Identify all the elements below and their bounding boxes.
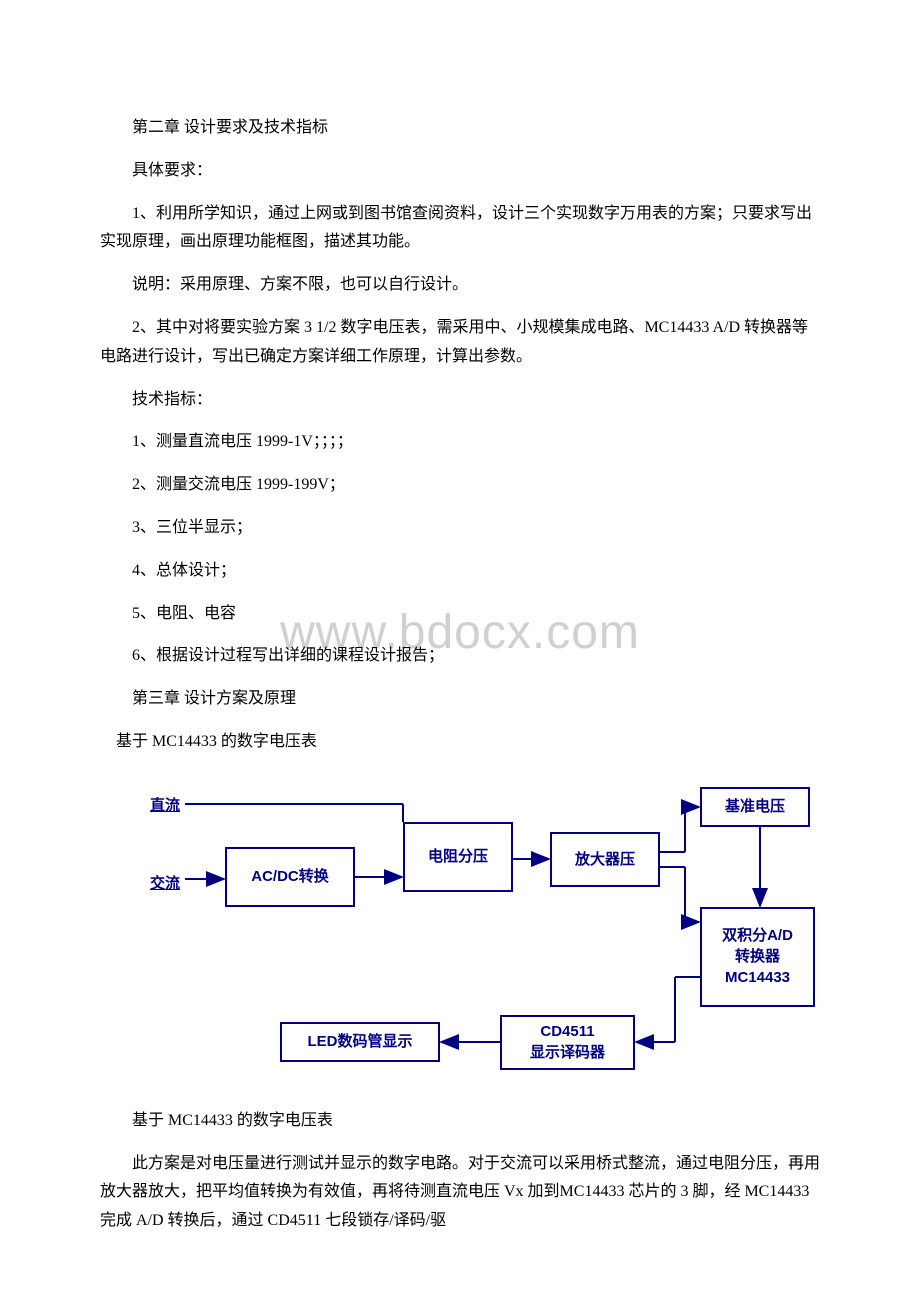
diagram-caption: 基于 MC14433 的数字电压表 <box>100 1107 820 1136</box>
req1: 1、利用所学知识，通过上网或到图书馆查阅资料，设计三个实现数字万用表的方案；只要… <box>100 200 820 258</box>
chapter3-subtitle: 基于 MC14433 的数字电压表 <box>100 728 820 757</box>
body-paragraph: 此方案是对电压量进行测试并显示的数字电路。对于交流可以采用桥式整流，通过电阻分压… <box>100 1150 820 1236</box>
spec4: 4、总体设计； <box>100 557 820 586</box>
spec3: 3、三位半显示； <box>100 514 820 543</box>
spec1: 1、测量直流电压 1999-1V；；；； <box>100 428 820 457</box>
block-diagram: 直流 交流 AC/DC转换 电阻分压 放大器压 基准电压 双积分A/D <box>120 777 840 1087</box>
spec6: 6、根据设计过程写出详细的课程设计报告； <box>100 642 820 671</box>
diagram-arrows <box>120 777 840 1087</box>
requirements-header: 具体要求： <box>100 157 820 186</box>
req2: 2、其中对将要实验方案 3 1/2 数字电压表，需采用中、小规模集成电路、MC1… <box>100 314 820 372</box>
chapter2-title: 第二章 设计要求及技术指标 <box>100 114 820 143</box>
spec5: 5、电阻、电容 <box>100 600 820 629</box>
req-note: 说明：采用原理、方案不限，也可以自行设计。 <box>100 271 820 300</box>
spec-header: 技术指标： <box>100 386 820 415</box>
spec2: 2、测量交流电压 1999-199V； <box>100 471 820 500</box>
chapter3-title: 第三章 设计方案及原理 <box>100 685 820 714</box>
